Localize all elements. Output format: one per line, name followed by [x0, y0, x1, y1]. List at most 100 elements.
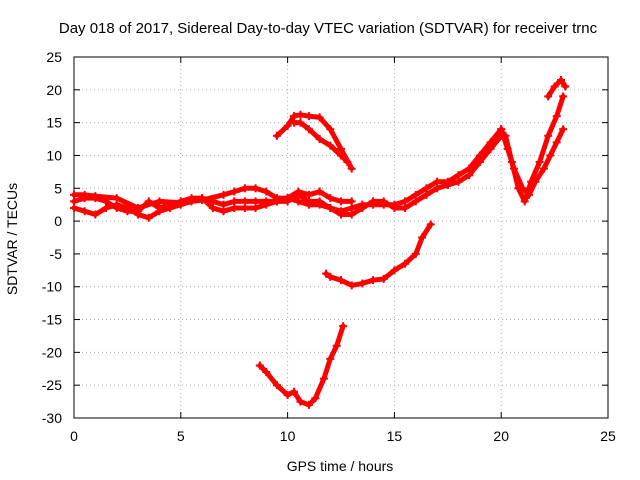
x-tick-label: 10 [280, 428, 296, 444]
data-point [144, 213, 153, 222]
grid-lines [74, 57, 608, 418]
data-point [326, 354, 335, 363]
data-point [166, 203, 175, 212]
y-tick-label: -25 [42, 377, 62, 393]
series-deep-dip [255, 322, 348, 409]
data-point [486, 144, 495, 153]
data-point [304, 190, 313, 199]
data-point [539, 164, 548, 173]
series-trace [545, 77, 568, 99]
series-trace [257, 323, 346, 408]
data-point [550, 82, 559, 91]
data-point [347, 164, 356, 173]
data-point [91, 210, 100, 219]
y-axis-label: SDTVAR / TECUs [4, 183, 20, 295]
data-point [198, 196, 207, 205]
data-point [240, 203, 249, 212]
y-tick-label: -30 [42, 410, 62, 426]
data-point [294, 197, 303, 206]
data-point [290, 387, 299, 396]
y-tick-label: 0 [54, 213, 62, 229]
data-point [311, 394, 320, 403]
data-point [262, 187, 271, 196]
data-point [390, 266, 399, 275]
data-point [559, 125, 568, 134]
data-point [326, 141, 335, 150]
data-point [433, 184, 442, 193]
data-point [546, 151, 555, 160]
x-axis-label: GPS time / hours [287, 458, 394, 474]
data-point [315, 135, 324, 144]
data-point [390, 203, 399, 212]
data-point [520, 197, 529, 206]
data-point [337, 276, 345, 285]
data-point [319, 374, 328, 383]
series-arc-low [290, 118, 352, 167]
y-tick-label: 15 [46, 115, 62, 131]
x-tick-label: 20 [493, 428, 509, 444]
data-point [304, 400, 313, 409]
data-point [454, 177, 463, 186]
data-point [347, 197, 356, 206]
data-point [422, 190, 431, 199]
data-point [347, 210, 356, 219]
data-point [514, 184, 523, 193]
y-tick-label: -5 [50, 246, 63, 262]
data-point [296, 118, 305, 127]
data-point [369, 276, 378, 285]
data-point [557, 75, 566, 84]
x-tick-label: 0 [70, 428, 78, 444]
data-point [443, 180, 452, 189]
data-point [296, 397, 305, 406]
y-tick-label: -20 [42, 344, 62, 360]
data-point [251, 203, 260, 212]
data-point [552, 138, 561, 147]
data-point [219, 190, 228, 199]
data-point [80, 190, 89, 199]
data-point [240, 184, 249, 193]
data-point [70, 190, 78, 199]
data-point [418, 233, 427, 242]
data-point [544, 92, 553, 101]
y-tick-label: 20 [46, 82, 62, 98]
data-point [112, 194, 121, 203]
data-point [315, 113, 324, 122]
data-point [283, 121, 292, 130]
data-point [379, 274, 388, 283]
data-point [262, 200, 271, 209]
data-point [294, 187, 303, 196]
data-point [326, 272, 335, 281]
data-point [326, 194, 335, 203]
data-point [80, 207, 89, 216]
data-point [283, 194, 292, 203]
data-point [272, 381, 281, 390]
data-point [272, 131, 281, 140]
data-point [70, 203, 78, 212]
y-tick-label: -15 [42, 312, 62, 328]
data-point [304, 200, 313, 209]
data-point [561, 82, 570, 91]
y-tick-label: -10 [42, 279, 62, 295]
data-point [219, 207, 228, 216]
data-point [401, 203, 410, 212]
data-point [337, 197, 345, 206]
data-point [465, 171, 474, 180]
data-point [497, 125, 506, 134]
series-arc-high [272, 110, 356, 173]
x-tick-label: 5 [177, 428, 185, 444]
data-point [501, 131, 510, 140]
x-tick-label: 25 [600, 428, 616, 444]
data-point [337, 210, 345, 219]
data-point [304, 112, 313, 121]
series-late-spike [544, 75, 570, 101]
data-point [552, 112, 561, 121]
data-point [411, 249, 420, 258]
data-point [262, 368, 271, 377]
data-point [527, 177, 536, 186]
data-point [315, 200, 324, 209]
data-point [296, 110, 305, 119]
data-point [326, 203, 335, 212]
y-tick-label: 5 [54, 180, 62, 196]
series-late-rise-2 [501, 92, 568, 206]
